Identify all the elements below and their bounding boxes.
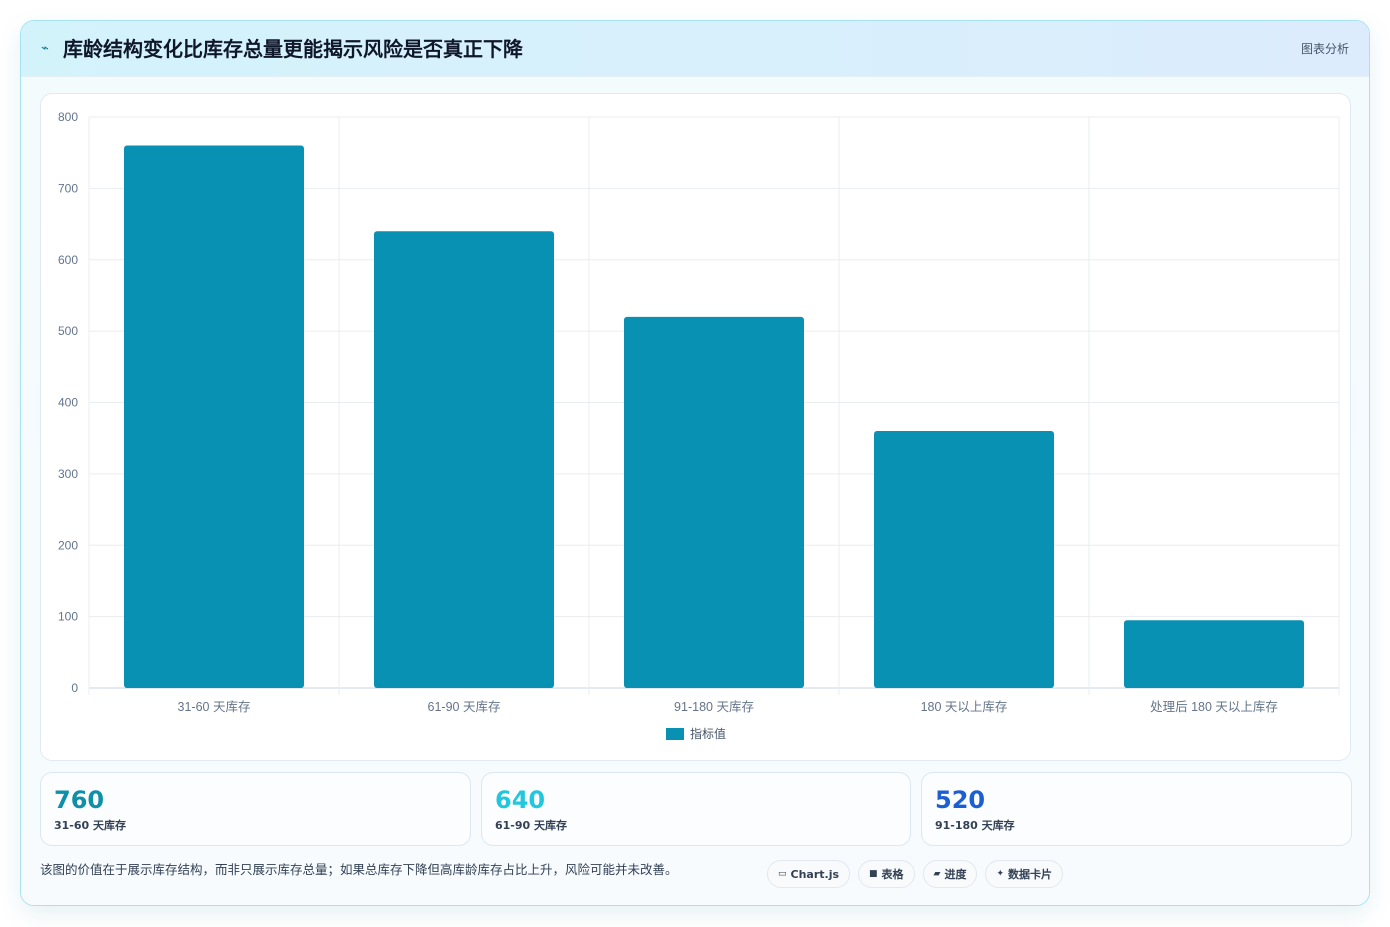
chart-title: 库龄结构变化比库存总量更能揭示风险是否真正下降 [63,37,523,61]
x-tick-label: 处理后 180 天以上库存 [1150,699,1278,714]
monitor-icon: ▭ [778,869,787,879]
card-header: ⌁ 库龄结构变化比库存总量更能揭示风险是否真正下降 图表分析 [21,21,1369,77]
stat-label: 61-90 天库存 [495,819,568,832]
bar [1124,620,1304,688]
y-tick-label: 400 [58,396,78,410]
chart-card: ⌁ 库龄结构变化比库存总量更能揭示风险是否真正下降 图表分析 0 100 200 30… [20,20,1370,906]
bar [624,316,804,688]
tag-label: 进度 [944,868,967,881]
y-tick-label: 300 [58,467,78,481]
bar [874,431,1054,688]
chart-note: 该图的价值在于展示库存结构，而非只展示库存总量；如果总库存下降但高库龄库存占比上… [40,862,678,877]
stat-card-1: 760 31-60 天库存 [40,772,471,846]
y-tick-label: 100 [58,610,78,624]
stat-value: 760 [54,786,105,814]
tag-label: Chart.js [790,867,840,881]
tag-table[interactable]: ■ 表格 [858,860,915,888]
tag-chartjs[interactable]: ▭ Chart.js [767,860,851,888]
legend-label: 指标值 [690,726,726,741]
header-tag: 图表分析 [1300,42,1349,56]
bar [374,231,554,688]
legend-swatch [666,728,684,740]
y-tick-label: 500 [58,324,78,338]
y-tick-label: 700 [58,181,78,195]
x-tick-label: 91-180 天库存 [674,699,754,714]
tag-progress[interactable]: ▰ 进度 [922,860,978,888]
bar [124,145,304,689]
tag-data-card[interactable]: ✦ 数据卡片 [985,860,1064,888]
x-tick-label: 180 天以上库存 [921,699,1008,714]
stat-label: 91-180 天库存 [935,819,1015,832]
feature-tags: ▭ Chart.js ■ 表格 ▰ 进度 ✦ 数据卡片 [767,860,1064,888]
stat-card-3: 520 91-180 天库存 [921,772,1352,846]
table-icon: ■ [869,869,878,879]
tag-label: 数据卡片 [1008,868,1053,881]
progress-icon: ▰ [933,869,941,879]
y-tick-label: 600 [58,253,78,267]
pulse-icon: ⌁ [41,41,49,56]
stat-label: 31-60 天库存 [54,819,127,832]
chart-panel: 0 100 200 300 400 500 600 700 800 31-60 天库存 61-90 … [40,93,1351,761]
stat-value: 640 [495,786,546,814]
tag-label: 表格 [881,868,904,881]
y-tick-label: 800 [58,110,78,124]
stat-card-2: 640 61-90 天库存 [481,772,911,846]
bar-chart: 0 100 200 300 400 500 600 700 800 31-60 天库存 61-90 … [58,110,1340,741]
x-tick-label: 61-90 天库存 [428,699,501,714]
stat-value: 520 [935,786,986,814]
y-tick-label: 0 [71,681,78,695]
sparkle-icon: ✦ [996,869,1005,879]
y-tick-label: 200 [58,538,78,552]
x-tick-label: 31-60 天库存 [178,699,251,714]
